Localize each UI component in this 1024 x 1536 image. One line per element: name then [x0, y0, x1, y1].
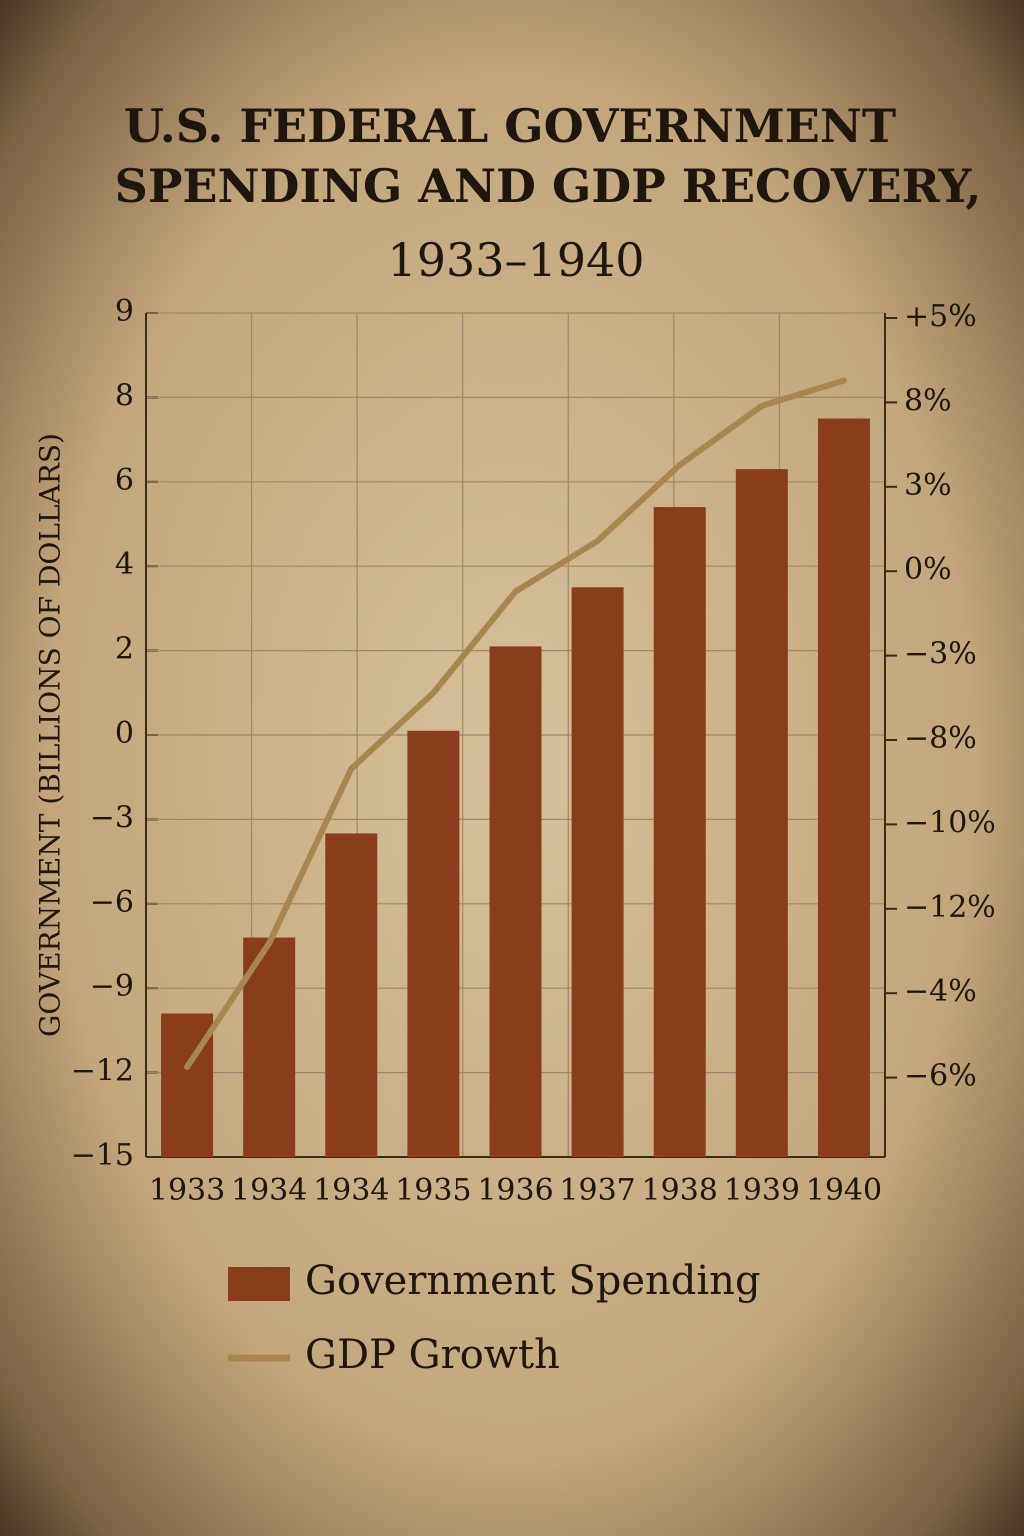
- y2-tick-label: +5%: [904, 299, 977, 334]
- x-tick-label: 1939: [724, 1173, 800, 1208]
- legend-label: Government Spending: [305, 1258, 761, 1304]
- y-tick-label: −15: [71, 1138, 134, 1173]
- legend-swatch: [228, 1267, 290, 1301]
- y-tick-label: 8: [115, 378, 134, 413]
- y2-tick-label: −10%: [904, 805, 996, 840]
- x-tick-label: 1937: [559, 1173, 635, 1208]
- y-tick-label: 4: [115, 547, 134, 582]
- x-tick-label: 1934: [313, 1173, 389, 1208]
- plot-area: 9 8 6 4 2 0 −3 −6 −9 −12 −15 +5% 8% 3% 0% −3% −8% −10% −12…: [71, 294, 996, 1208]
- y-tick-label: 2: [115, 632, 134, 667]
- y2-tick-label: −3%: [904, 637, 977, 672]
- y2-tick-label: 3%: [904, 468, 952, 503]
- legend-label: GDP Growth: [305, 1332, 560, 1378]
- y-axis-label: GOVERNMENT (BILLIONS OF DOLLARS): [34, 433, 67, 1037]
- y-tick-label: −3: [90, 800, 134, 835]
- chart-title: SPENDING AND GDP RECOVERY,: [115, 159, 982, 213]
- y2-tick-label: −6%: [904, 1059, 977, 1094]
- y2-tick-label: −8%: [904, 721, 977, 756]
- bar: [571, 587, 624, 1157]
- y-tick-label: −12: [71, 1054, 134, 1089]
- legend: Government Spending GDP Growth: [228, 1258, 761, 1378]
- x-tick-label: 1934: [231, 1173, 307, 1208]
- x-tick-label: 1935: [395, 1173, 471, 1208]
- chart-title: U.S. FEDERAL GOVERNMENT: [124, 99, 896, 153]
- x-tick-label: 1936: [477, 1173, 553, 1208]
- bar: [407, 730, 460, 1157]
- x-tick-label: 1938: [642, 1173, 718, 1208]
- y2-tick-label: 0%: [904, 552, 952, 587]
- line: [184, 377, 847, 1070]
- chart-title: 1933–1940: [387, 233, 644, 287]
- bar: [735, 469, 788, 1157]
- bar: [325, 833, 378, 1157]
- y-tick-label: −9: [90, 969, 134, 1004]
- y-tick-label: 6: [115, 463, 134, 498]
- x-tick-label: 1940: [806, 1173, 882, 1208]
- bar: [817, 418, 870, 1157]
- y-tick-label: −6: [90, 885, 134, 920]
- y2-tick-label: −4%: [904, 974, 977, 1009]
- y2-tick-label: 8%: [904, 383, 952, 418]
- bar: [653, 507, 706, 1157]
- y-tick-label: 9: [115, 294, 134, 329]
- y2-tick-label: −12%: [904, 890, 996, 925]
- bar: [489, 646, 542, 1157]
- x-tick-label: 1933: [149, 1173, 225, 1208]
- y-tick-label: 0: [115, 716, 134, 751]
